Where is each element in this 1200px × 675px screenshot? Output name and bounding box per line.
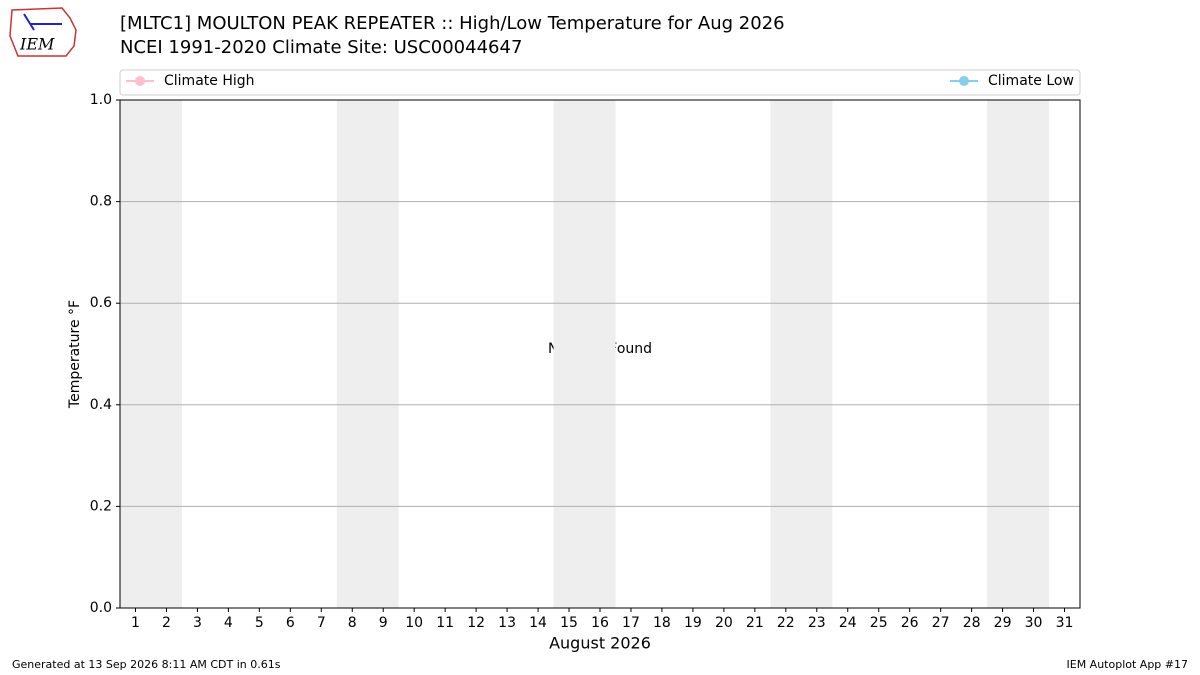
x-tick-label: 29 xyxy=(994,615,1012,631)
logo-icon xyxy=(23,13,35,31)
chart-title: [MLTC1] MOULTON PEAK REPEATER :: High/Lo… xyxy=(120,13,785,34)
y-axis-label: Temperature °F xyxy=(67,300,83,409)
chart-subtitle: NCEI 1991-2020 Climate Site: USC00044647 xyxy=(120,37,522,58)
x-tick-label: 9 xyxy=(379,615,388,631)
legend-label: Climate Low xyxy=(988,73,1074,89)
x-tick-label: 27 xyxy=(932,615,950,631)
legend-label: Climate High xyxy=(164,73,255,89)
legend-marker xyxy=(135,76,145,86)
legend-marker xyxy=(959,76,969,86)
x-tick-label: 23 xyxy=(808,615,826,631)
x-tick-label: 18 xyxy=(653,615,671,631)
x-tick-label: 30 xyxy=(1025,615,1043,631)
x-tick-label: 15 xyxy=(560,615,578,631)
x-tick-label: 25 xyxy=(870,615,888,631)
footer-right: IEM Autoplot App #17 xyxy=(1067,658,1189,671)
x-tick-label: 16 xyxy=(591,615,609,631)
x-tick-label: 26 xyxy=(901,615,919,631)
x-axis-label: August 2026 xyxy=(549,634,651,653)
x-tick-label: 10 xyxy=(405,615,423,631)
x-tick-label: 13 xyxy=(498,615,516,631)
y-tick-label: 0.2 xyxy=(90,498,112,514)
y-tick-label: 0.6 xyxy=(90,295,112,311)
x-tick-label: 2 xyxy=(162,615,171,631)
x-tick-label: 8 xyxy=(348,615,357,631)
plot-frame xyxy=(119,99,1081,609)
x-tick-label: 31 xyxy=(1056,615,1074,631)
weekend-band xyxy=(120,100,182,608)
x-tick-label: 19 xyxy=(684,615,702,631)
y-tick-label: 0.0 xyxy=(90,600,112,616)
x-tick-label: 12 xyxy=(467,615,485,631)
y-tick-label: 1.0 xyxy=(90,92,112,108)
legend-box xyxy=(119,69,1081,96)
x-tick-label: 14 xyxy=(529,615,547,631)
footer-left: Generated at 13 Sep 2026 8:11 AM CDT in … xyxy=(12,658,281,671)
x-tick-label: 5 xyxy=(255,615,264,631)
x-tick-label: 11 xyxy=(436,615,454,631)
weekend-band xyxy=(336,100,399,608)
x-tick-label: 28 xyxy=(963,615,981,631)
x-tick-label: 6 xyxy=(286,615,295,631)
x-tick-label: 24 xyxy=(839,615,857,631)
y-tick-label: 0.4 xyxy=(90,397,112,413)
weekend-band xyxy=(770,100,833,608)
x-tick-label: 1 xyxy=(131,615,140,631)
x-tick-label: 7 xyxy=(317,615,326,631)
weekend-band xyxy=(987,100,1050,608)
logo-text: IEM xyxy=(19,35,55,54)
x-tick-label: 20 xyxy=(715,615,733,631)
x-tick-label: 21 xyxy=(746,615,764,631)
logo-outline xyxy=(9,7,77,57)
logo: IEM xyxy=(9,7,77,57)
x-tick-label: 17 xyxy=(622,615,640,631)
x-tick-label: 4 xyxy=(224,615,233,631)
weekend-band xyxy=(553,100,616,608)
y-tick-label: 0.8 xyxy=(90,194,112,210)
x-tick-label: 22 xyxy=(777,615,795,631)
x-tick-label: 3 xyxy=(193,615,202,631)
